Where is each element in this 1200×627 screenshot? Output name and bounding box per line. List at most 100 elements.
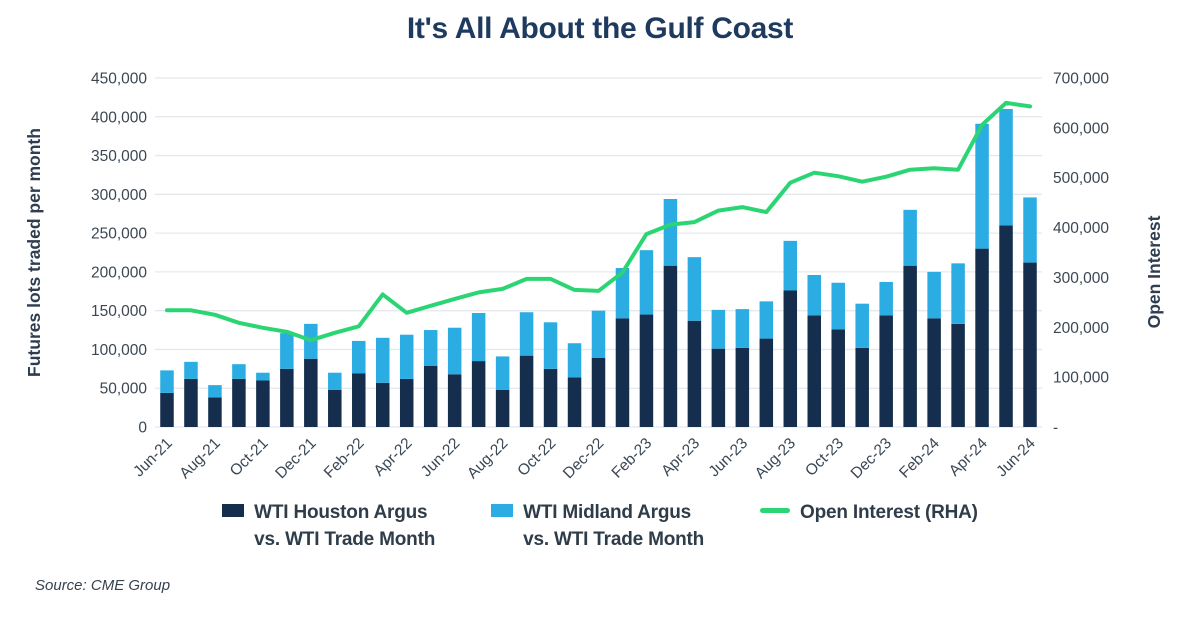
x-axis-tick: Dec-23 [848,435,895,482]
x-axis-tick: Feb-23 [609,435,656,482]
houston-bar-segment [399,378,414,427]
x-axis-tick: Jun-24 [993,435,1039,481]
houston-bar-segment [879,315,893,427]
midland-bar-segment [328,372,342,390]
chart-title: It's All About the Gulf Coast [406,12,794,45]
midland-bar-segment [831,282,845,330]
midland-bar-segment [855,303,869,348]
houston-bar-segment [495,389,510,427]
midland-bar-segment [999,109,1013,226]
midland-bar-segment [711,309,726,349]
right-axis-tick: 200,000 [1053,320,1109,337]
houston-bar-segment [160,392,174,427]
houston-bar-segment [711,348,726,427]
midland-bar-segment [208,385,222,398]
midland-bar-segment [399,334,414,379]
x-axis-tick: Aug-22 [464,435,511,482]
houston-bar-segment [543,368,558,427]
right-axis-tick: - [1053,420,1058,437]
x-axis-tick: Oct-22 [514,435,559,480]
houston-bar-segment [375,382,390,427]
midland-bar-segment [1023,197,1037,263]
houston-bar-segment [807,315,822,427]
houston-bar-segment [759,338,774,427]
midland-bar-segment [927,271,941,319]
x-axis-tick: Feb-24 [896,435,943,482]
houston-bar-segment [1023,262,1037,427]
midland-bar-segment [951,263,965,324]
left-axis-tick: 200,000 [91,264,147,281]
open-interest-line-icon [760,508,791,513]
houston-bar-segment [855,347,869,427]
midland-bar-segment [759,301,774,339]
x-axis-tick: Dec-22 [560,435,607,482]
houston-bar-segment [663,265,678,427]
houston-bar-segment [567,377,582,427]
midland-bar-segment [591,310,606,358]
right-axis-tick: 500,000 [1053,170,1109,187]
left-axis-tick: 450,000 [91,71,147,88]
midland-bar-segment [687,257,702,321]
legend-item-midland: WTI Midland Argus vs. WTI Trade Month [491,500,704,554]
left-axis-tick: 250,000 [91,226,147,243]
left-axis-tick: 100,000 [91,342,147,359]
legend-midland-line1: WTI Midland Argus [523,502,692,523]
houston-bar-segment [975,248,989,427]
houston-bar-segment [639,314,654,427]
midland-bar-segment [903,209,917,266]
x-axis-tick: Apr-24 [946,435,991,480]
x-axis-tick: Jun-21 [130,435,176,481]
midland-bar-segment [615,268,630,319]
houston-bar-segment [471,361,486,427]
houston-bar-segment [184,378,198,427]
left-axis-tick: 0 [138,420,147,437]
midland-bar-segment [352,340,366,374]
midland-bar-segment [879,281,893,316]
legend-midland-line2: vs. WTI Trade Month [523,528,705,550]
houston-bar-segment [615,318,630,427]
midland-bar-segment [232,364,246,379]
midland-bar-segment [375,337,390,383]
midland-bar-segment [184,361,198,379]
midland-bar-segment [783,240,798,291]
midland-bar-segment [663,198,678,266]
right-axis-title: Open Interest [1144,215,1164,328]
x-axis-tick: Oct-23 [802,435,847,480]
x-axis-tick: Jun-23 [706,435,752,481]
legend-item-open-interest: Open Interest (RHA) [760,500,978,554]
midland-bar-segment [160,370,174,393]
houston-bar-segment [831,329,845,427]
midland-bar-segment [447,327,462,375]
legend-open-interest-label: Open Interest (RHA) [800,502,978,523]
houston-bar-segment [208,397,222,427]
houston-bar-segment [687,320,702,427]
right-axis-tick: 300,000 [1053,270,1109,287]
houston-bar-segment [519,355,534,427]
legend-item-houston: WTI Houston Argus vs. WTI Trade Month [222,500,435,554]
midland-bar-segment [567,343,582,378]
houston-bar-segment [328,389,342,427]
midland-bar-segment [639,250,654,315]
x-axis-tick: Aug-23 [752,435,799,482]
right-axis-tick: 100,000 [1053,370,1109,387]
midland-swatch-icon [491,504,514,517]
left-axis-tick: 400,000 [91,109,147,126]
left-axis-tick: 50,000 [100,381,148,398]
houston-bar-segment [304,358,318,427]
houston-bar-segment [591,357,606,427]
houston-bar-segment [927,318,941,427]
left-axis-title: Futures lots traded per month [24,128,44,377]
houston-bar-segment [423,365,438,427]
midland-bar-segment [975,123,989,249]
right-axis-tick: 600,000 [1053,120,1109,137]
houston-swatch-icon [222,504,245,517]
x-axis-tick: Feb-22 [321,435,368,482]
midland-bar-segment [256,372,270,381]
houston-bar-segment [951,323,965,427]
houston-bar-segment [903,265,917,427]
source-note: Source: CME Group [35,577,171,594]
houston-bar-segment [280,368,294,427]
chart-plot: 450,000 400,000 350,000 300,000 250,000 200,0… [24,71,1164,483]
houston-bar-segment [447,374,462,427]
x-axis-tick: Apr-23 [658,435,703,480]
